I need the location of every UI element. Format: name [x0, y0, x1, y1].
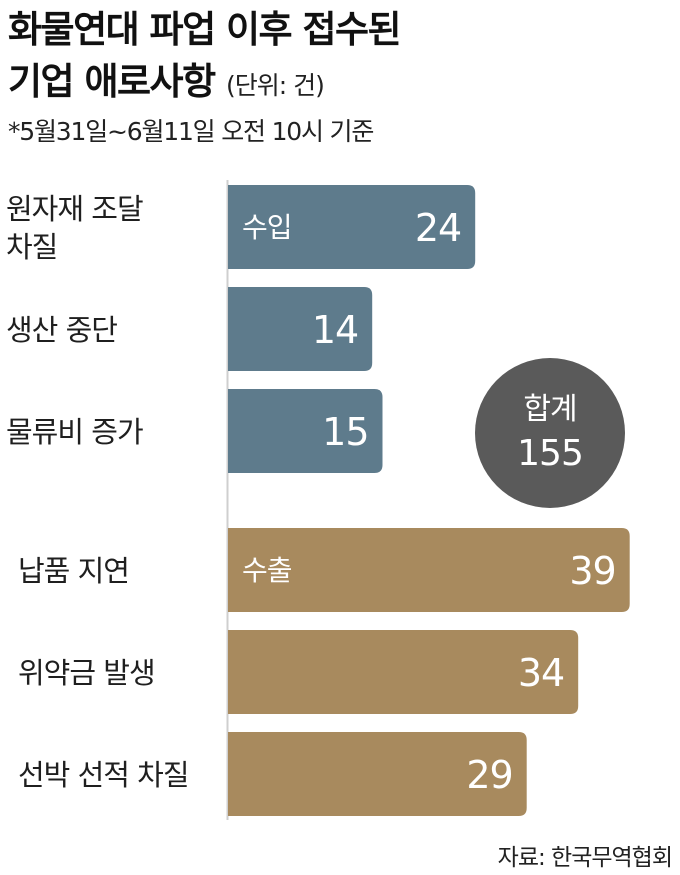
group-label-export: 수출	[242, 554, 292, 587]
total-circle	[475, 358, 625, 508]
source-note: 자료: 한국무역협회	[497, 845, 673, 871]
bar-export-3	[228, 732, 527, 816]
unit-label: (단위: 건)	[226, 71, 325, 100]
category-label-import-1-line-2: 차질	[6, 230, 57, 264]
category-label-export-2: 위약금 발생	[18, 656, 155, 690]
total-label: 합계	[523, 392, 576, 427]
bar-export-1	[228, 528, 630, 612]
title-line-2: 기업 애로사항 (단위: 건)	[8, 56, 400, 112]
value-label-import-3: 15	[322, 410, 368, 454]
category-label-import-2: 생산 중단	[6, 313, 117, 347]
group-label-import: 수입	[242, 211, 292, 244]
bar-import-1	[228, 185, 476, 269]
value-label-import-2: 14	[312, 308, 358, 352]
bar-import-2	[228, 287, 373, 371]
bar-export-2	[228, 630, 579, 714]
category-label-import-3: 물류비 증가	[6, 415, 143, 449]
total-value: 155	[517, 433, 583, 474]
category-label-export-1: 납품 지연	[18, 554, 129, 588]
title-line-1: 화물연대 파업 이후 접수된	[8, 8, 402, 51]
title-line-2-text: 기업 애로사항	[8, 60, 216, 103]
value-label-export-3: 29	[466, 753, 512, 797]
value-label-import-1: 24	[415, 206, 461, 250]
category-label-export-3: 선박 선적 차질	[18, 758, 189, 792]
chart-title: 화물연대 파업 이후 접수된 기업 애로사항 (단위: 건)	[8, 4, 402, 112]
category-label-import-1-line-1: 원자재 조달	[6, 192, 143, 226]
value-label-export-1: 39	[569, 549, 615, 593]
basis-note: *5월31일~6월11일 오전 10시 기준	[8, 117, 374, 146]
value-label-export-2: 34	[518, 651, 564, 695]
bar-import-3	[228, 389, 383, 473]
